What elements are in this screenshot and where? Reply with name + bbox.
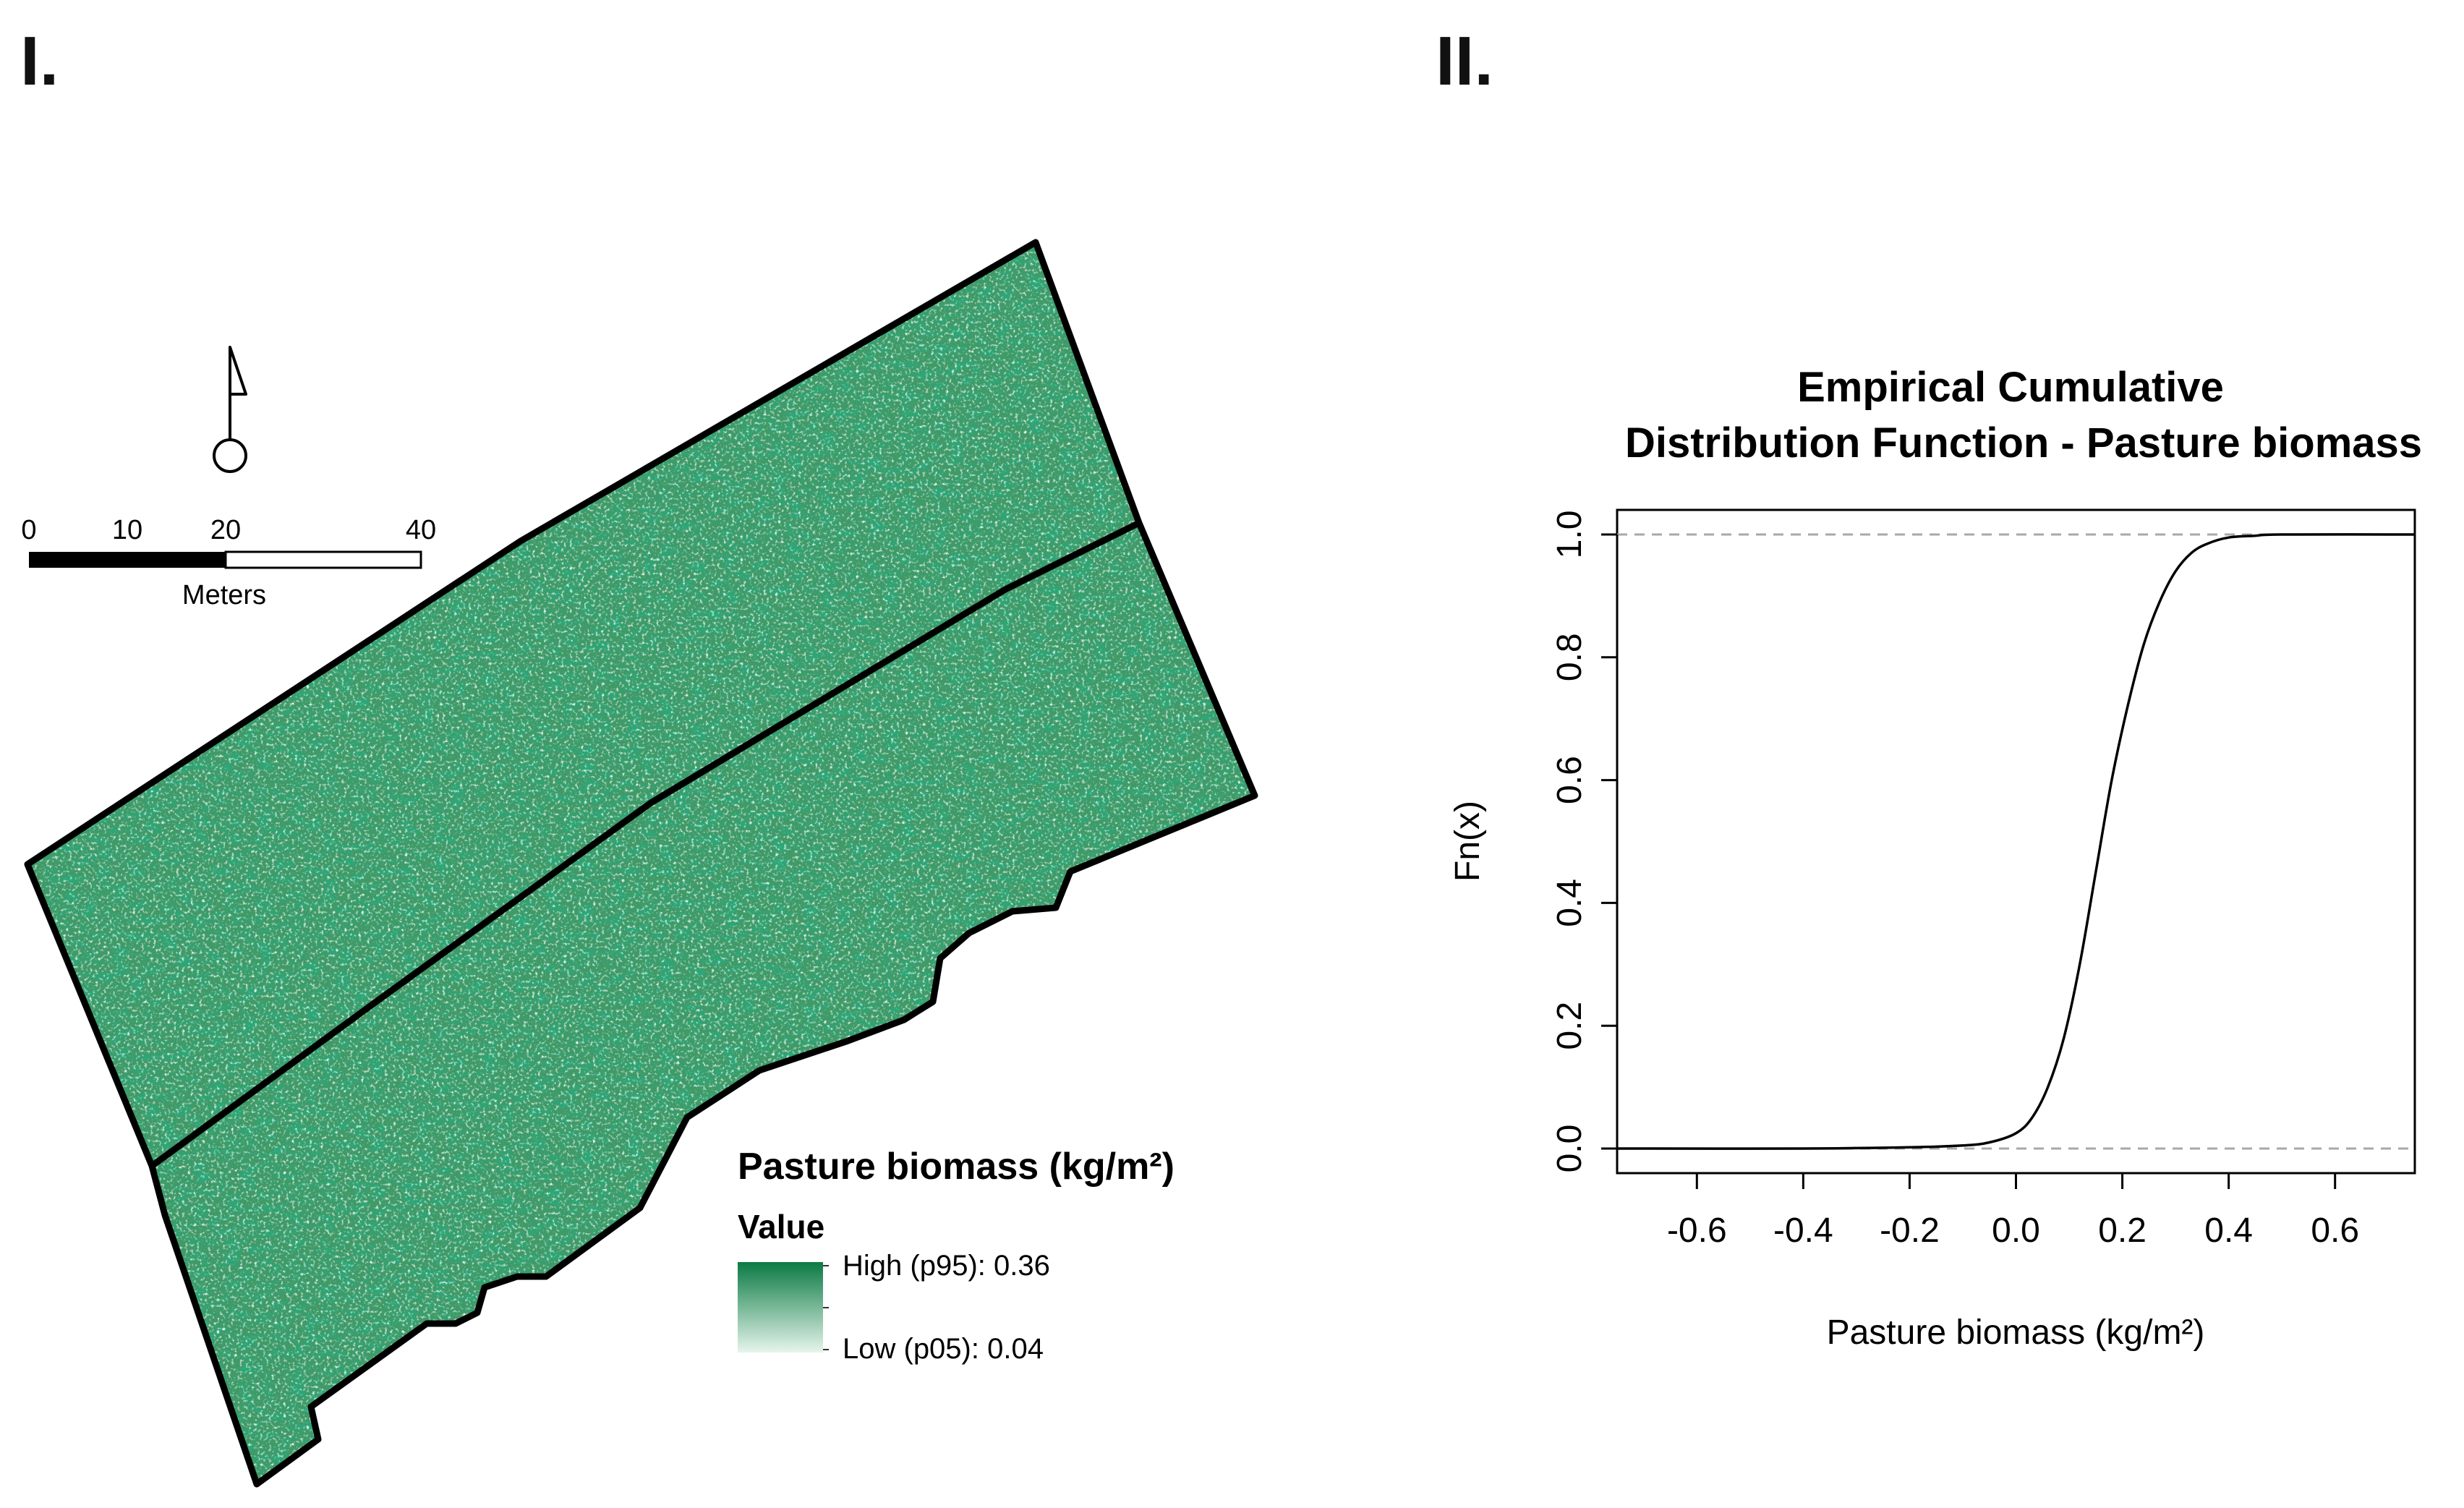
chart-title-line-2: Distribution Function - Pasture biomass: [1625, 419, 2422, 467]
pasture-map: [24, 239, 1258, 1488]
legend-subtitle: Value: [738, 1208, 824, 1245]
y-tick-label: 0.0: [1551, 1125, 1589, 1173]
scale-tick-20: 20: [210, 515, 241, 545]
y-axis: 0.0 0.2 0.4 0.6 0.8 1.0: [1551, 511, 1619, 1173]
map-legend: Pasture biomass (kg/m²) Value High (p95)…: [738, 1146, 1175, 1365]
legend-color-ramp: [738, 1262, 823, 1352]
raster-light-speckle: [27, 242, 1255, 1484]
north-arrow-icon: [213, 346, 247, 473]
plot-frame: [1616, 508, 2416, 1175]
reference-lines: [1617, 533, 2415, 1150]
x-tick-label: -0.2: [1880, 1211, 1940, 1250]
x-tick-label: 0.6: [2311, 1211, 2359, 1250]
y-tick-label: 0.6: [1551, 756, 1589, 804]
legend-title: Pasture biomass (kg/m²): [738, 1146, 1175, 1188]
series-layer: [1616, 533, 2416, 1150]
panel-label-right: II.: [1436, 22, 1494, 100]
legend-low-label: Low (p05): 0.04: [843, 1333, 1044, 1365]
x-tick-label: 0.4: [2204, 1211, 2253, 1250]
scale-tick-0: 0: [21, 515, 36, 545]
x-axis: -0.6 -0.4 -0.2 0.0 0.2 0.4 0.6: [1667, 1172, 2359, 1250]
x-tick-label: 0.0: [1992, 1211, 2040, 1250]
scale-bar-black-segment: [29, 552, 226, 568]
scale-unit-label: Meters: [182, 580, 266, 610]
scale-bar: 0 10 20 40 Meters: [21, 515, 436, 610]
field-outline: [24, 239, 1258, 1488]
panel-label-left: I.: [20, 22, 59, 100]
scale-tick-10: 10: [112, 515, 142, 545]
y-tick-label: 0.2: [1551, 1002, 1589, 1050]
chart-title-line-1: Empirical Cumulative: [1797, 364, 2224, 411]
ecdf-chart: Empirical Cumulative Distribution Functi…: [1449, 364, 2422, 1352]
paddock-divider: [150, 519, 1141, 1169]
scale-tick-40: 40: [406, 515, 436, 545]
x-tick-label: -0.6: [1667, 1211, 1727, 1250]
y-axis-label: Fn(x): [1449, 801, 1487, 882]
y-tick-label: 0.4: [1551, 879, 1589, 927]
x-axis-label: Pasture biomass (kg/m²): [1827, 1313, 2205, 1352]
scale-bar-white-segment: [224, 550, 422, 569]
x-tick-label: -0.4: [1773, 1211, 1833, 1250]
y-tick-label: 0.8: [1551, 633, 1589, 681]
x-tick-label: 0.2: [2098, 1211, 2147, 1250]
ecdf-series-line-0: [1616, 533, 2416, 1150]
biomass-raster: [27, 242, 1255, 1484]
y-tick-label: 1.0: [1551, 511, 1589, 559]
legend-high-label: High (p95): 0.36: [843, 1250, 1050, 1282]
